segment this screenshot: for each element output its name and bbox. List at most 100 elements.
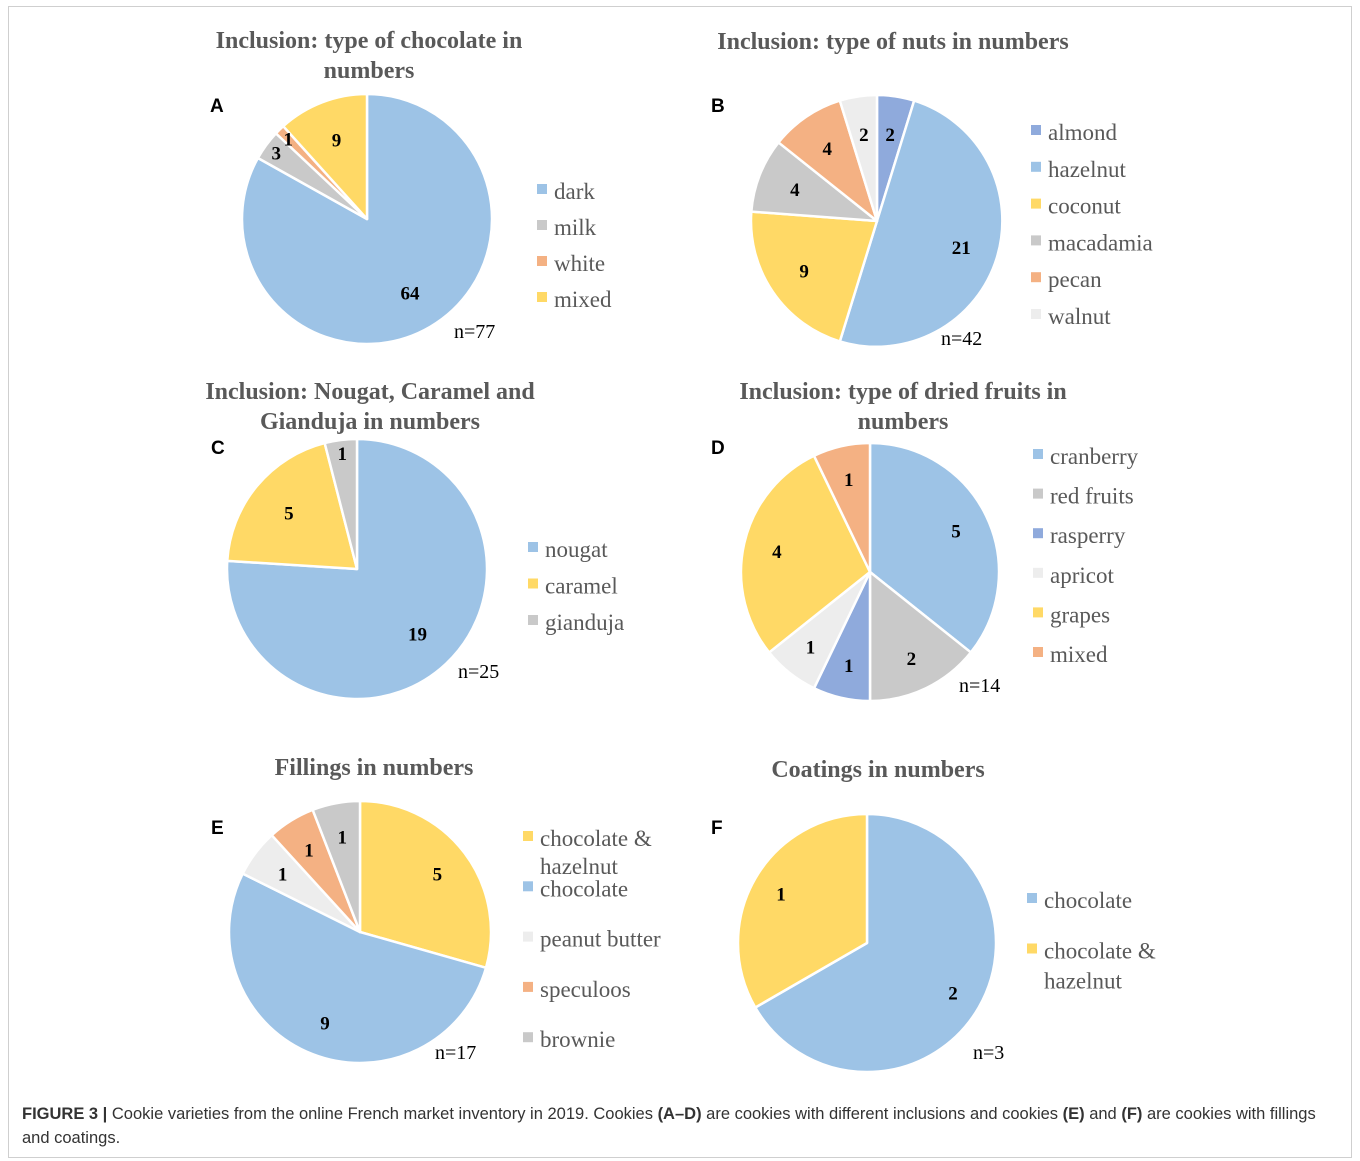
legend-label: peanut butter xyxy=(540,927,661,952)
legend-label: grapes xyxy=(1050,602,1110,627)
slice-value-label: 1 xyxy=(338,444,348,465)
sample-size-label: n=42 xyxy=(941,328,982,350)
chart-title: numbers xyxy=(858,409,949,435)
caption-text: Cookie varieties from the online French … xyxy=(107,1105,658,1123)
pie-slice xyxy=(777,99,879,223)
slice-value-label: 5 xyxy=(951,522,961,543)
legend-swatch xyxy=(523,981,533,992)
legend-label: milk xyxy=(554,215,597,240)
chart-title: Inclusion: type of chocolate in xyxy=(216,28,523,54)
slice-value-label: 2 xyxy=(907,649,917,670)
legend-swatch xyxy=(1031,309,1041,319)
slice-value-label: 4 xyxy=(772,542,782,563)
legend-swatch xyxy=(537,292,547,302)
legend-swatch xyxy=(1033,528,1043,539)
sample-size-label: n=77 xyxy=(454,321,495,343)
legend-swatch xyxy=(523,931,533,942)
legend-label: white xyxy=(554,251,605,276)
slice-value-label: 2 xyxy=(885,125,895,146)
chart-title: Inclusion: type of dried fruits in xyxy=(739,379,1066,405)
slice-value-label: 1 xyxy=(278,865,288,886)
legend-label: chocolate xyxy=(540,876,628,901)
legend-swatch xyxy=(1031,235,1041,246)
legend-label: pecan xyxy=(1048,267,1102,292)
caption-text: are cookies with different inclusions an… xyxy=(701,1105,1063,1123)
sample-size-label: n=14 xyxy=(959,675,1000,697)
legend-label: hazelnut xyxy=(540,854,619,879)
legend-label: gianduja xyxy=(545,610,624,635)
figure-panels: Inclusion: type of chocolate in numbers A 6… xyxy=(205,28,1156,1074)
legend-swatch xyxy=(1031,125,1041,135)
panel-letter: C xyxy=(211,438,225,459)
chart-legend: nougat caramel gianduja xyxy=(528,537,624,635)
legend-swatch xyxy=(537,256,547,266)
slice-value-label: 1 xyxy=(337,828,347,849)
sample-size-label: n=17 xyxy=(435,1042,476,1064)
legend-swatch xyxy=(537,184,547,194)
chart-title: Inclusion: Nougat, Caramel and xyxy=(205,379,535,405)
slice-value-label: 1 xyxy=(844,656,854,677)
legend-label: macadamia xyxy=(1048,230,1153,255)
legend-swatch xyxy=(1031,161,1041,172)
legend-label: coconut xyxy=(1048,194,1121,219)
legend-swatch xyxy=(523,831,533,841)
pie-slice xyxy=(812,441,872,574)
legend-label: red fruits xyxy=(1050,484,1134,509)
pie-chart-a: Inclusion: type of chocolate in numbers A 6… xyxy=(210,28,612,346)
panel-letter: D xyxy=(711,438,725,459)
chart-legend: almond hazelnut coconut macadamia pecan walnu… xyxy=(1031,120,1153,329)
legend-swatch xyxy=(523,881,533,892)
pie-slice xyxy=(739,454,872,654)
chart-title: Coatings in numbers xyxy=(771,757,984,783)
chart-title: Inclusion: type of nuts in numbers xyxy=(717,29,1068,55)
slice-value-label: 64 xyxy=(401,283,421,304)
legend-label: mixed xyxy=(554,287,612,312)
caption-text: are cookies with fillings and coatings. xyxy=(22,1105,1316,1147)
pie-chart-d: Inclusion: type of dried fruits in number… xyxy=(711,379,1139,703)
slice-value-label: 1 xyxy=(776,884,786,905)
slice-value-label: 21 xyxy=(952,238,971,259)
legend-label: hazelnut xyxy=(1048,157,1127,182)
slice-value-label: 1 xyxy=(284,130,294,151)
slice-value-label: 1 xyxy=(304,841,314,862)
legend-swatch xyxy=(1033,567,1043,578)
pie-slice xyxy=(225,437,489,701)
chart-title: Gianduja in numbers xyxy=(260,409,480,435)
slice-value-label: 2 xyxy=(859,125,869,146)
legend-swatch xyxy=(1033,488,1043,499)
caption-ref: (A–D) xyxy=(657,1105,702,1123)
slice-value-label: 5 xyxy=(433,865,443,886)
legend-swatch xyxy=(523,1032,533,1043)
legend-swatch xyxy=(1027,943,1037,954)
slice-value-label: 1 xyxy=(844,470,854,491)
pie-slice xyxy=(749,210,879,343)
legend-swatch xyxy=(528,615,538,625)
pie-slice xyxy=(227,872,488,1065)
slice-value-label: 4 xyxy=(790,180,800,201)
pie-chart-c: Inclusion: Nougat, Caramel and Gianduja i… xyxy=(205,379,624,701)
sample-size-label: n=3 xyxy=(973,1042,1004,1064)
legend-swatch xyxy=(1033,607,1043,618)
pie-slice xyxy=(750,141,879,223)
legend-label: chocolate & xyxy=(540,826,652,851)
figure-caption: FIGURE 3 | Cookie varieties from the onl… xyxy=(22,1102,1344,1150)
legend-label: almond xyxy=(1048,120,1117,145)
chart-legend: chocolate chocolate & hazelnut xyxy=(1027,888,1156,994)
slice-value-label: 9 xyxy=(799,262,809,283)
pie-slice xyxy=(754,812,998,1074)
legend-swatch xyxy=(528,542,538,552)
legend-label: mixed xyxy=(1050,642,1108,667)
legend-swatch xyxy=(1031,198,1041,209)
slice-value-label: 4 xyxy=(823,139,833,160)
pie-slice xyxy=(838,99,1004,349)
legend-label: apricot xyxy=(1050,563,1114,588)
chart-title: numbers xyxy=(324,58,415,84)
pie-slice xyxy=(838,93,879,223)
pie-slice xyxy=(868,570,973,703)
slice-value-label: 3 xyxy=(272,144,282,165)
caption-ref: (F) xyxy=(1121,1105,1143,1123)
legend-swatch xyxy=(1033,647,1043,657)
